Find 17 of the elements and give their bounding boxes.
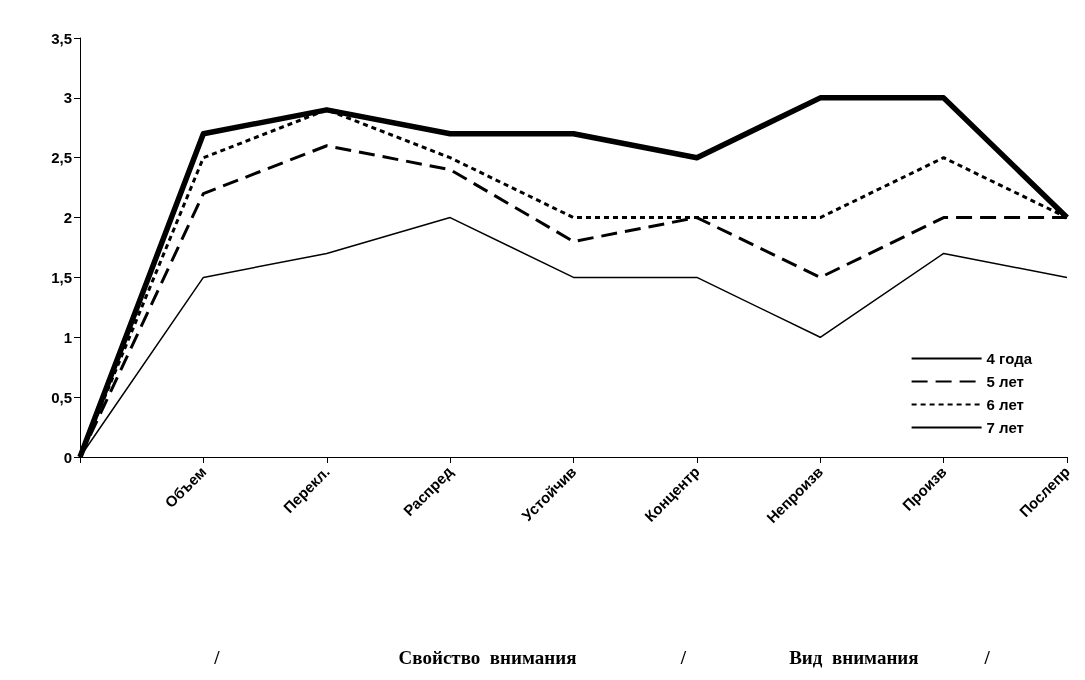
y-tick-label: 1,5 (51, 268, 72, 286)
y-tick-label: 3,5 (51, 29, 72, 47)
legend-label: 6 лет (986, 396, 1024, 413)
legend-label: 5 лет (986, 373, 1024, 390)
y-tick-label: 0 (63, 448, 72, 466)
text: / (983, 647, 991, 668)
text: Свойство внимания (398, 647, 577, 668)
text: / (213, 647, 221, 668)
y-tick-label: 2,5 (51, 149, 72, 167)
y-tick-label: 2 (63, 209, 72, 227)
y-tick-label: 3 (63, 89, 72, 107)
y-tick-label: 1 (63, 328, 72, 346)
legend-label: 7 лет (986, 419, 1024, 436)
y-tick-label: 0,5 (51, 388, 72, 406)
legend-label: 4 года (986, 350, 1033, 367)
text: Вид внимания (789, 647, 919, 668)
text: / (679, 647, 687, 668)
